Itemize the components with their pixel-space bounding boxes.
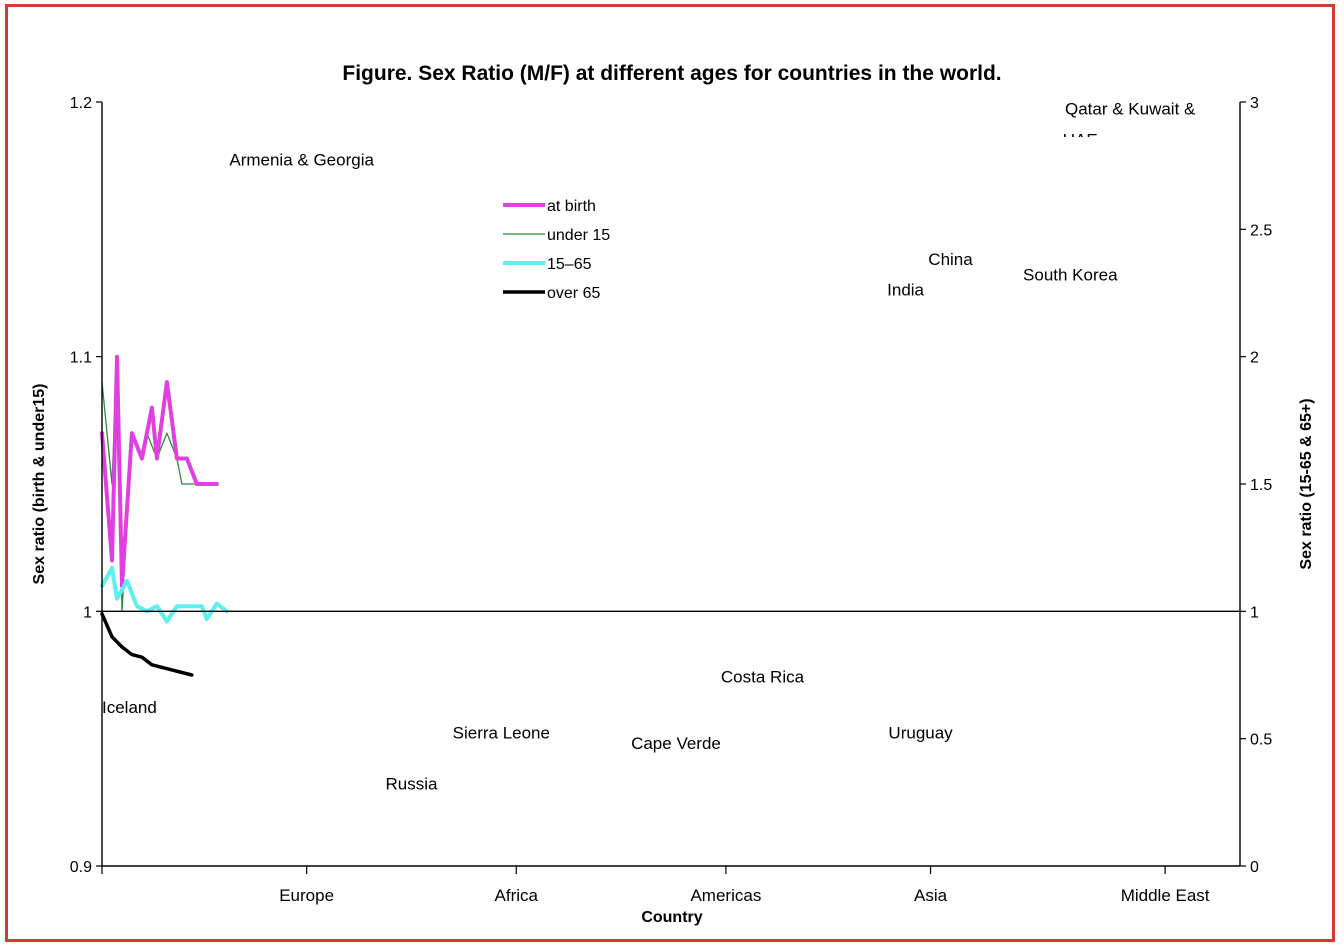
annotations: Armenia & Georgia Iceland Russia Sierra Leo… <box>102 100 1196 794</box>
annotation-label: Sierra Leone <box>453 724 550 743</box>
annotation-label: India <box>887 281 924 300</box>
right-tick-label: 0.5 <box>1250 732 1272 749</box>
region-label: Middle East <box>1121 886 1210 905</box>
annotation-label: Armenia & Georgia <box>229 151 374 170</box>
annotation-label: Iceland <box>102 698 157 717</box>
right-tick-label: 1.5 <box>1250 477 1272 494</box>
region-label: Asia <box>914 886 948 905</box>
y-axis-right-title: Sex ratio (15-65 & 65+) <box>1298 398 1315 569</box>
right-tick-label: 2.5 <box>1250 222 1272 239</box>
series-line-over-65 <box>100 612 194 677</box>
region-label: Africa <box>495 886 539 905</box>
legend: at birth under 15 15–65 over 65 <box>503 198 610 302</box>
y-axis-left-title: Sex ratio (birth & under15) <box>31 384 48 585</box>
right-tick-label: 2 <box>1250 350 1259 367</box>
legend-label: at birth <box>547 198 596 215</box>
chart-title: Figure. Sex Ratio (M/F) at different age… <box>342 62 1001 85</box>
annotation-label: China <box>928 250 973 269</box>
series-line-15-65 <box>100 566 229 624</box>
left-tick-label: 1.1 <box>70 350 92 367</box>
right-tick-label: 0 <box>1250 859 1259 876</box>
annotation-label: South Korea <box>1023 265 1118 284</box>
plot-lines <box>100 354 229 677</box>
axes: 0.9 1 1.1 1.2 0 0.5 1 1.5 2 2.5 3 Europe Africa Ameri… <box>70 95 1273 905</box>
left-tick-label: 0.9 <box>70 859 92 876</box>
annotation-label: UAE <box>1063 130 1098 149</box>
right-tick-label: 1 <box>1250 604 1259 621</box>
legend-label: over 65 <box>547 285 600 302</box>
legend-label: 15–65 <box>547 256 592 273</box>
figure-frame <box>5 4 1335 942</box>
left-tick-label: 1 <box>83 604 92 621</box>
annotation-label: Cape Verde <box>631 734 721 753</box>
x-axis-title: Country <box>641 909 702 926</box>
annotation-label: Russia <box>385 775 438 794</box>
annotation-label: Uruguay <box>888 724 953 743</box>
left-tick-label: 1.2 <box>70 95 92 112</box>
region-label: Americas <box>690 886 761 905</box>
series-line-at-birth <box>100 354 219 588</box>
annotation-label: Qatar & Kuwait & <box>1065 100 1196 119</box>
annotation-label: Costa Rica <box>721 668 805 687</box>
region-label: Europe <box>279 886 334 905</box>
right-tick-label: 3 <box>1250 95 1259 112</box>
legend-label: under 15 <box>547 227 610 244</box>
